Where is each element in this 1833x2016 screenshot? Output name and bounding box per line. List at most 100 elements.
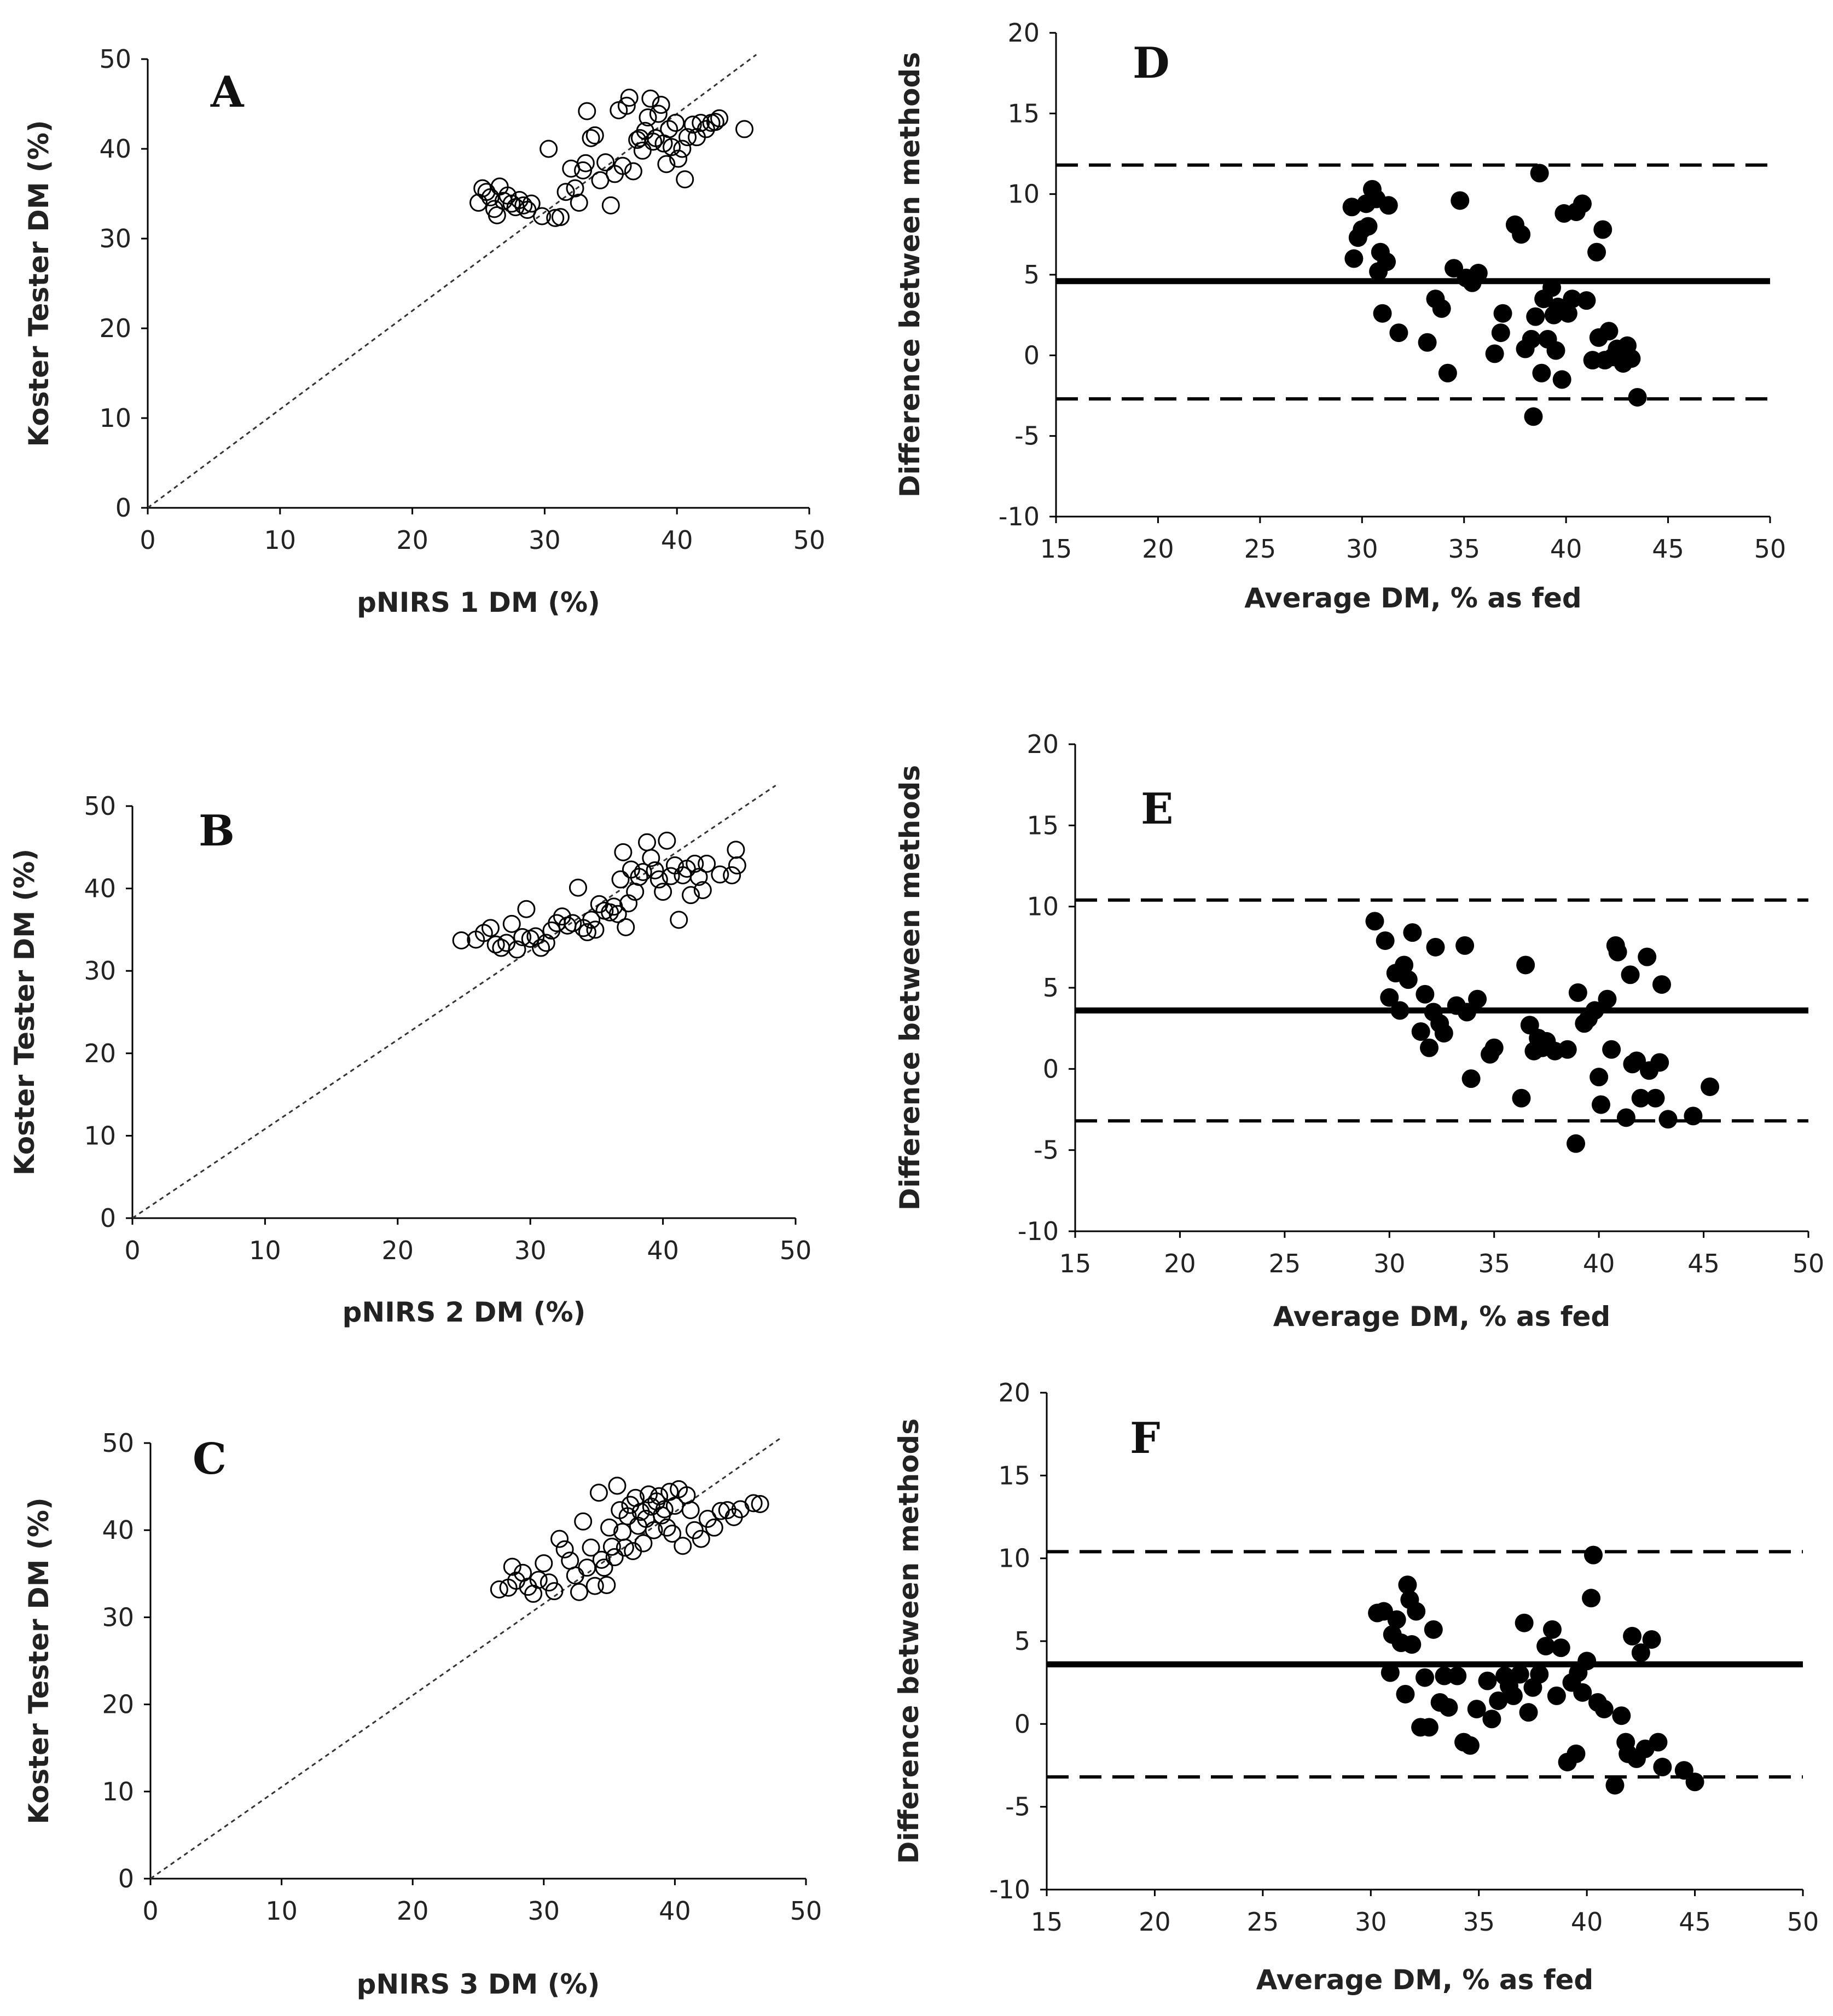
data-point — [1631, 1643, 1650, 1662]
x-tick-label: 40 — [647, 1236, 679, 1265]
data-point — [727, 841, 745, 859]
data-point — [642, 849, 660, 867]
data-point — [582, 911, 601, 929]
data-point — [728, 856, 746, 874]
data-point — [1585, 1001, 1604, 1020]
panel-b: 0 10 20 30 40 50 0 10 20 30 40 50 pNIRS 2 DM (%) Kost… — [9, 785, 811, 1328]
y-tick-label: 40 — [102, 1515, 134, 1545]
data-point — [1387, 1610, 1406, 1629]
data-point — [1563, 289, 1582, 309]
data-point — [692, 113, 710, 132]
data-point — [1467, 1700, 1486, 1719]
panel-label: D — [1133, 38, 1170, 88]
data-point — [646, 861, 664, 879]
data-point — [1396, 1684, 1415, 1704]
y-tick-label: 20 — [84, 1039, 116, 1068]
data-point — [488, 206, 506, 224]
data-point — [1577, 291, 1596, 310]
data-point — [1530, 164, 1549, 183]
x-tick-label: 35 — [1448, 534, 1480, 564]
data-point — [585, 1577, 604, 1595]
data-point — [535, 1554, 553, 1573]
data-point — [1344, 249, 1364, 268]
data-point — [662, 867, 680, 885]
data-point — [592, 1550, 611, 1569]
data-point — [1526, 307, 1545, 326]
data-point — [1612, 1706, 1631, 1725]
data-point — [1602, 1040, 1621, 1059]
data-point — [689, 868, 708, 887]
data-point — [556, 183, 575, 201]
data-point — [723, 866, 741, 885]
data-point — [620, 89, 639, 107]
x-tick-label: 25 — [1244, 534, 1277, 564]
data-point — [574, 161, 593, 179]
y-tick-label: 5 — [1043, 973, 1059, 1003]
data-point — [601, 196, 620, 215]
data-point — [532, 939, 550, 957]
data-point — [660, 120, 678, 138]
y-tick-label: 10 — [1007, 179, 1040, 209]
y-tick-label: 50 — [99, 44, 131, 74]
data-point — [678, 128, 697, 147]
x-axis-title: pNIRS 1 DM (%) — [357, 587, 600, 618]
data-point — [1593, 220, 1612, 239]
data-point — [698, 854, 716, 873]
data-point — [1504, 1686, 1523, 1705]
data-point — [658, 1518, 676, 1537]
data-point — [1407, 1602, 1426, 1621]
data-point — [1469, 264, 1488, 283]
panel-f: 15 20 25 30 35 40 45 50 -10 -5 0 5 10 15 20 Average DM,… — [893, 1378, 1819, 1996]
y-tick-label: 0 — [1014, 1709, 1030, 1739]
data-point — [1522, 329, 1541, 349]
data-point — [634, 1534, 653, 1552]
x-tick-label: 45 — [1652, 534, 1684, 564]
data-point — [641, 89, 660, 108]
data-point — [1598, 989, 1617, 1009]
data-point — [1435, 1666, 1454, 1685]
x-tick-label: 50 — [1793, 1249, 1825, 1278]
data-point — [1551, 1638, 1570, 1658]
data-point — [477, 183, 496, 201]
data-point — [1491, 323, 1510, 343]
data-point — [657, 155, 676, 173]
data-point — [608, 1476, 627, 1495]
data-point — [718, 1501, 736, 1520]
data-point — [1342, 198, 1361, 217]
data-point — [669, 149, 688, 168]
y-tick-label: 50 — [102, 1428, 134, 1458]
x-tick-label: 15 — [1059, 1249, 1092, 1278]
data-point — [586, 920, 605, 939]
data-point — [1658, 1110, 1678, 1129]
data-point — [486, 935, 505, 954]
data-point — [503, 1557, 521, 1576]
y-tick-label: -5 — [1034, 1136, 1059, 1165]
data-point — [1653, 1758, 1672, 1777]
data-point — [1542, 1620, 1562, 1639]
y-axis-title: Difference between methods — [894, 765, 926, 1210]
y-tick-label: 20 — [1007, 18, 1040, 48]
data-point — [596, 153, 615, 172]
x-tick-label: 20 — [1164, 1249, 1196, 1278]
data-point — [1420, 1038, 1439, 1057]
data-point — [1583, 1545, 1603, 1565]
data-point — [553, 907, 571, 926]
x-tick-label: 15 — [1031, 1907, 1063, 1937]
data-point — [582, 1538, 600, 1557]
data-point — [1628, 387, 1647, 407]
data-point — [1402, 1635, 1422, 1654]
data-point — [570, 1583, 588, 1601]
data-point — [1587, 242, 1606, 262]
data-point — [1398, 1575, 1417, 1595]
data-point — [550, 1530, 569, 1548]
data-point — [1432, 299, 1451, 318]
x-tick-label: 20 — [1139, 1907, 1171, 1937]
x-tick-label: 30 — [1373, 1249, 1406, 1278]
y-tick-label: 30 — [84, 956, 116, 986]
data-point — [1457, 1003, 1476, 1022]
panel-label: C — [193, 1434, 227, 1484]
x-tick-label: 10 — [249, 1236, 281, 1265]
data-point — [697, 120, 715, 138]
y-tick-label: -5 — [1005, 1792, 1030, 1822]
data-point — [601, 903, 619, 922]
